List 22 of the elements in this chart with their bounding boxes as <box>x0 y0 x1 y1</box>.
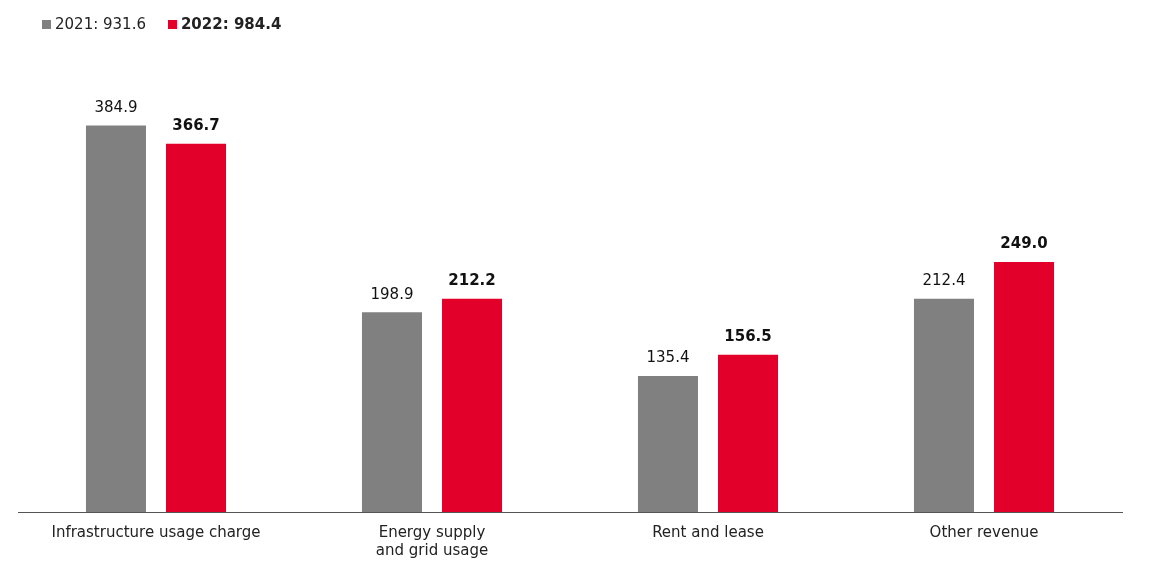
data-label: 384.9 <box>94 97 138 116</box>
bar <box>85 125 146 512</box>
x-tick-label: Infrastructure usage charge <box>51 522 261 541</box>
bar <box>994 261 1055 512</box>
data-label: 135.4 <box>646 348 690 367</box>
data-label: 212.4 <box>922 271 966 290</box>
bar <box>637 376 698 512</box>
bar <box>718 354 779 512</box>
x-tick-label: Energy supply and grid usage <box>375 522 489 559</box>
data-label: 249.0 <box>1000 234 1048 253</box>
data-label: 156.5 <box>724 327 772 346</box>
x-tick-label: Other revenue <box>929 522 1039 541</box>
legend-label: 2022: 984.4 <box>180 15 282 33</box>
x-tick-label: Rent and lease <box>652 522 764 541</box>
legend-label: 2021: 931.6 <box>55 15 146 33</box>
data-label: 366.7 <box>172 116 220 135</box>
data-label: 198.9 <box>370 284 414 303</box>
bar <box>361 312 422 512</box>
data-label: 212.2 <box>448 271 496 290</box>
bar <box>166 143 227 512</box>
bar <box>442 298 503 512</box>
bar <box>913 298 974 512</box>
